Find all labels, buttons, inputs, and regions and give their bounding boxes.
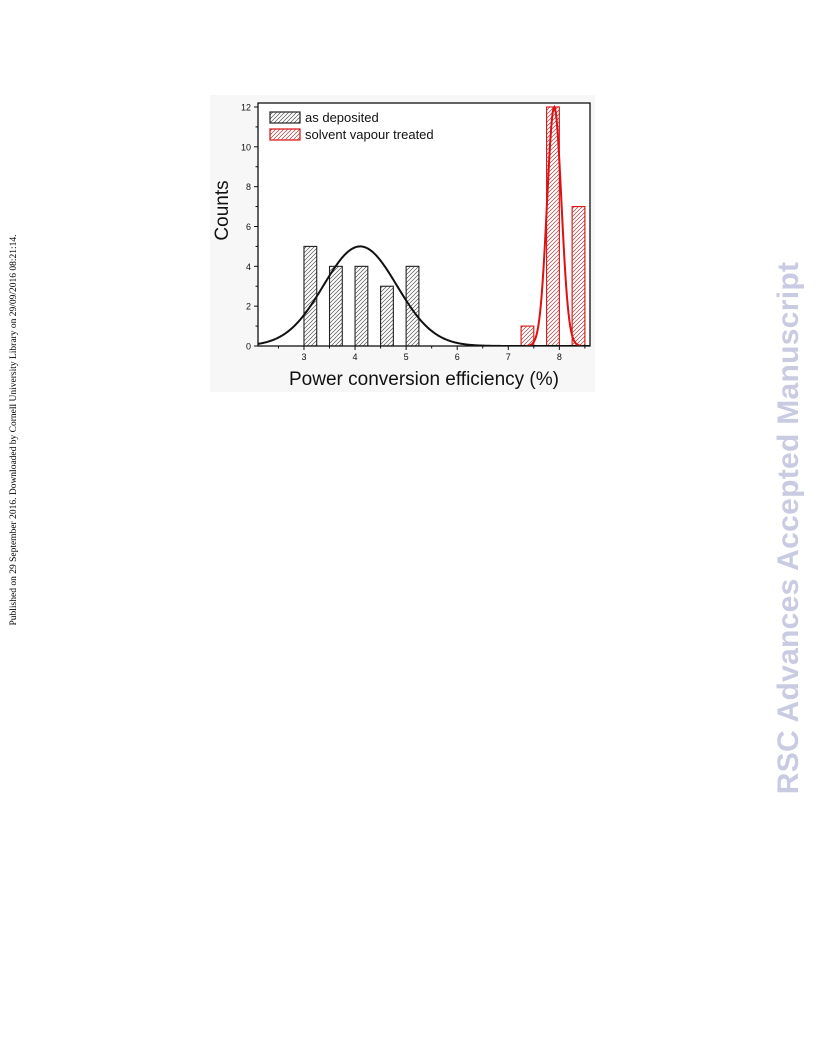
x-tick-label: 3 [301, 352, 306, 362]
plot-frame [257, 102, 591, 347]
legend-swatch-solvent-vapour-treated [269, 128, 301, 141]
bar-as-deposited [405, 265, 420, 346]
x-axis-label: Power conversion efficiency (%) [289, 369, 559, 390]
y-tick-label: 2 [246, 302, 251, 312]
y-tick-label: 6 [246, 222, 251, 232]
x-tick-label: 5 [404, 352, 409, 362]
gaussian-fit-curves [258, 104, 590, 346]
x-tick-label: 8 [557, 352, 562, 362]
efficiency-histogram-chart: 0 2 4 6 8 10 12 3 4 5 6 7 8 Power conversion efficien… [210, 95, 595, 392]
bar-as-deposited [354, 265, 369, 346]
fit-curve-as-deposited [258, 245, 590, 346]
legend-label-as-deposited: as deposited [305, 110, 379, 125]
bar-solvent-vapour-treated [571, 206, 586, 346]
bar-as-deposited [328, 265, 343, 346]
watermark-text: RSC Advances Accepted Manuscript [772, 261, 805, 795]
x-tick-label: 7 [506, 352, 511, 362]
y-tick-label: 8 [246, 182, 251, 192]
chart-axes: 0 2 4 6 8 10 12 3 4 5 6 7 8 Power conversion efficien… [212, 102, 586, 390]
histogram-figure: 0 2 4 6 8 10 12 3 4 5 6 7 8 Power conversion efficien… [210, 95, 595, 397]
y-tick-label: 12 [241, 102, 251, 112]
x-tick-label: 4 [353, 352, 358, 362]
y-tick-label: 0 [246, 342, 251, 352]
bar-solvent-vapour-treated [520, 325, 535, 346]
fit-curve-solvent-vapour-treated [526, 104, 583, 346]
x-tick-label: 6 [455, 352, 460, 362]
y-axis-label: Counts [212, 180, 233, 240]
legend-swatch-as-deposited [269, 111, 301, 124]
y-tick-label: 4 [246, 262, 251, 272]
chart-legend: as deposited solvent vapour treated [269, 110, 434, 142]
bar-as-deposited [380, 285, 394, 346]
publication-note-text: Published on 29 September 2016. Download… [9, 234, 19, 626]
y-tick-label: 10 [241, 142, 251, 152]
bar-as-deposited [303, 245, 318, 346]
legend-label-solvent-vapour-treated: solvent vapour treated [305, 127, 434, 142]
